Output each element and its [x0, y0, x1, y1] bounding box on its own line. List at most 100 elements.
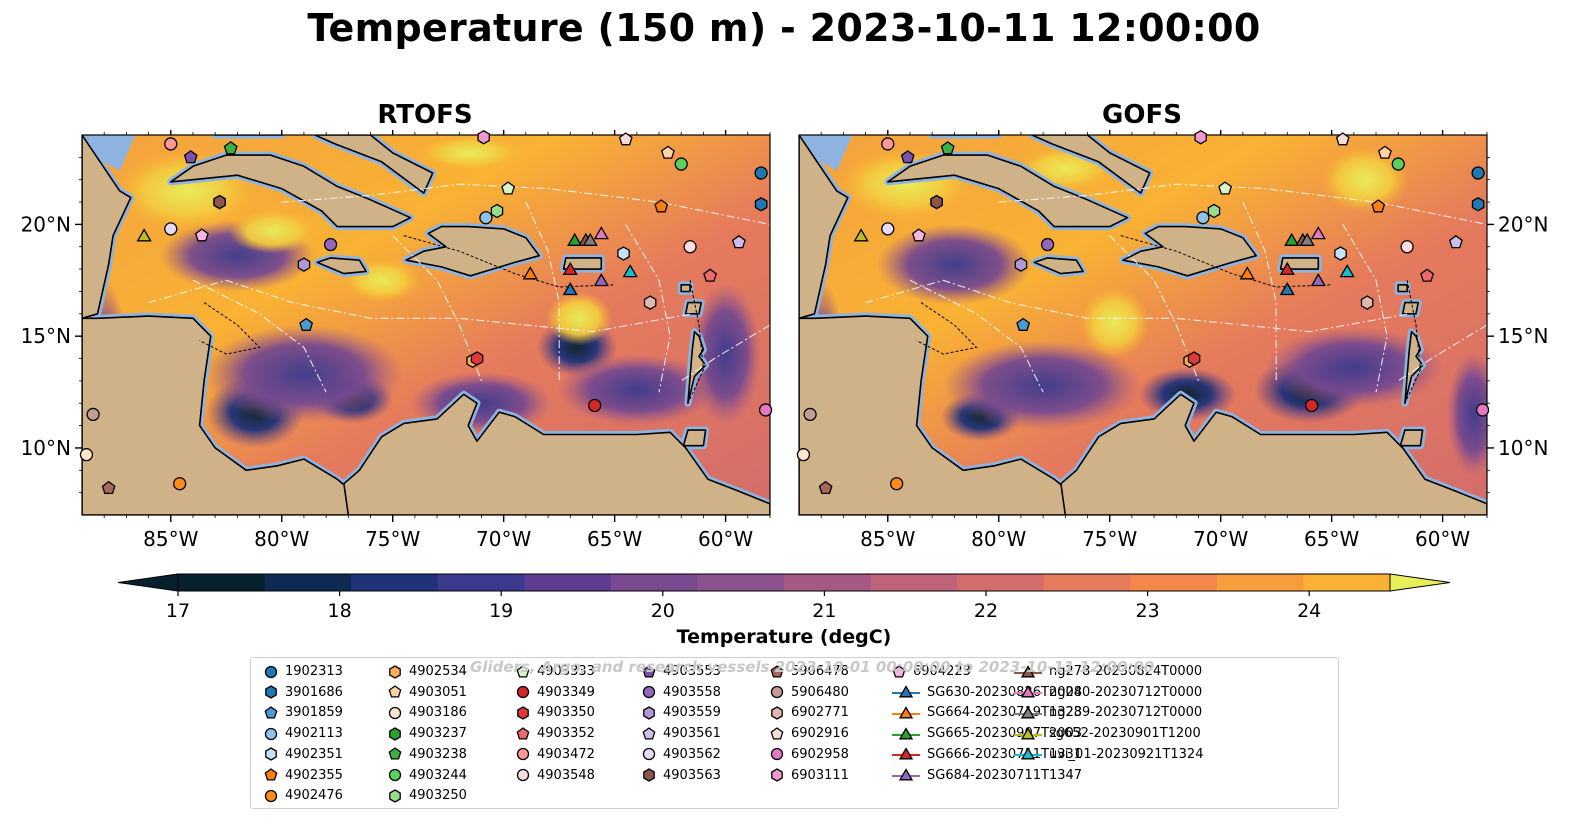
legend-marker	[898, 706, 914, 719]
land-guadeloupe	[684, 301, 702, 315]
legend-marker	[771, 768, 783, 782]
legend-marker	[1020, 726, 1036, 740]
land-florida	[931, 135, 1000, 136]
hexagon-icon	[265, 685, 277, 699]
legend-marker	[1020, 706, 1036, 719]
legend-label: 4903186	[409, 705, 467, 721]
obs-marker-4903333	[501, 181, 516, 195]
legend-label: 4903352	[537, 726, 595, 742]
legend-marker	[898, 685, 914, 698]
obs-marker-sg666-20230711t1331	[1279, 261, 1295, 276]
legend-entry: 3901859	[263, 702, 343, 723]
panel-title-gofs: GOFS	[1102, 100, 1182, 130]
legend-entry: 4903563	[641, 765, 721, 786]
lon-tick-label: 70°W	[1193, 527, 1248, 551]
land-jamaica	[1033, 257, 1084, 275]
obs-marker-sg630-20230826t2004	[1279, 281, 1295, 296]
obs-marker-4903561	[731, 234, 746, 249]
legend-entry: 4903250	[387, 785, 467, 806]
colorbar-bin	[1216, 574, 1304, 591]
legend-marker	[516, 686, 530, 699]
legend-marker	[770, 664, 784, 678]
legend-label: 4903051	[409, 684, 467, 700]
triangle-icon	[892, 726, 920, 740]
legend-entry: SG666-20230711T1331	[891, 744, 1082, 765]
legend-entry: 4902355	[263, 765, 343, 786]
legend-label: 4903238	[409, 746, 467, 762]
legend-entry: 4903559	[641, 702, 721, 723]
legend-entry: 6902958	[769, 744, 849, 765]
legend-marker	[898, 726, 914, 740]
lat-tick-label: 10°N	[21, 436, 71, 460]
legend-label: 5906478	[791, 664, 849, 679]
legend-label: 4903250	[409, 788, 467, 804]
legend-label: SG664-20230719T1323	[927, 705, 1083, 721]
lon-tick-label: 80°W	[971, 527, 1026, 551]
legend-entry: 4902113	[263, 723, 343, 744]
triangle-icon	[892, 706, 920, 719]
obs-marker-4902476	[173, 477, 187, 491]
legend-entry: SG665-20230907T2003	[891, 723, 1082, 744]
circle-icon	[642, 748, 656, 761]
legend-label: 3901686	[285, 684, 343, 700]
legend-entry: 5906478	[769, 661, 849, 682]
obs-marker-6902771	[1360, 295, 1374, 310]
triangle-icon	[1014, 706, 1042, 719]
obs-marker-sg666-20230711t1331	[562, 261, 578, 276]
legend-entry: 4903558	[641, 682, 721, 703]
obs-marker-4903562	[164, 222, 178, 236]
bathymetry-contour	[916, 302, 978, 355]
legend-label: 4902351	[285, 746, 343, 762]
hexagon-icon	[771, 768, 783, 782]
legend-label: 4903562	[663, 746, 721, 762]
temperature-feature	[943, 340, 1143, 431]
obs-marker-6902916	[1335, 132, 1350, 146]
temperature-feature	[1320, 146, 1410, 214]
colorbar: 17 18 19 20 21 22 23 24	[117, 573, 1451, 622]
obs-marker-ng289-20230712t0000	[582, 232, 598, 246]
circle-icon	[516, 748, 530, 761]
legend-entry: 6902916	[769, 723, 849, 744]
colorbar-extend-max	[1389, 573, 1451, 592]
circle-icon	[388, 706, 402, 720]
obs-marker-4903558	[1040, 237, 1055, 252]
legend-label: 4903237	[409, 726, 467, 742]
circle-icon	[516, 686, 530, 699]
lat-tick-label: 15°N	[1498, 324, 1548, 348]
legend-entry: 6902771	[769, 702, 849, 723]
lat-tick-label: 20°N	[21, 212, 71, 236]
lat-tick-label: 15°N	[21, 324, 71, 348]
colorbar-bin	[1130, 574, 1218, 591]
colorbar-tick-label: 24	[1297, 600, 1321, 622]
legend-entry: 6904223	[891, 661, 971, 682]
land-jamaica	[316, 257, 367, 275]
pentagon-icon	[388, 685, 402, 698]
panel-frame	[798, 134, 1488, 516]
circle-icon	[770, 686, 784, 699]
obs-marker-sg684-20230711t1347	[593, 272, 609, 287]
eez-boundary	[392, 235, 483, 382]
obs-marker-4902355	[1371, 199, 1386, 213]
land-cuba	[887, 154, 1129, 228]
legend-label: 4903350	[537, 705, 595, 721]
legend-label: 4902355	[285, 767, 343, 783]
obs-marker-4903250	[1207, 203, 1221, 219]
legend-label: 1902313	[285, 664, 343, 679]
obs-marker-6902958	[758, 403, 773, 417]
obs-marker-ng280-20230712t0000	[593, 226, 609, 240]
hexagon-icon	[517, 706, 529, 720]
lon-tick-label: 80°W	[254, 527, 309, 551]
legend-marker	[265, 685, 277, 699]
legend-entry: ng278-20230824T0000	[1013, 661, 1202, 682]
legend-entry: 4902351	[263, 744, 343, 765]
legend-label: 4903333	[537, 664, 595, 679]
circle-icon	[264, 665, 278, 678]
legend-entry: 4902534	[387, 661, 467, 682]
legend-label: 4903561	[663, 726, 721, 742]
legend-marker	[264, 768, 278, 781]
pentagon-icon	[516, 664, 530, 678]
obs-marker-4903561	[1448, 234, 1463, 249]
legend-marker	[516, 664, 530, 678]
hexagon-icon	[265, 747, 277, 762]
legend-label: SG666-20230711T1331	[927, 746, 1083, 762]
